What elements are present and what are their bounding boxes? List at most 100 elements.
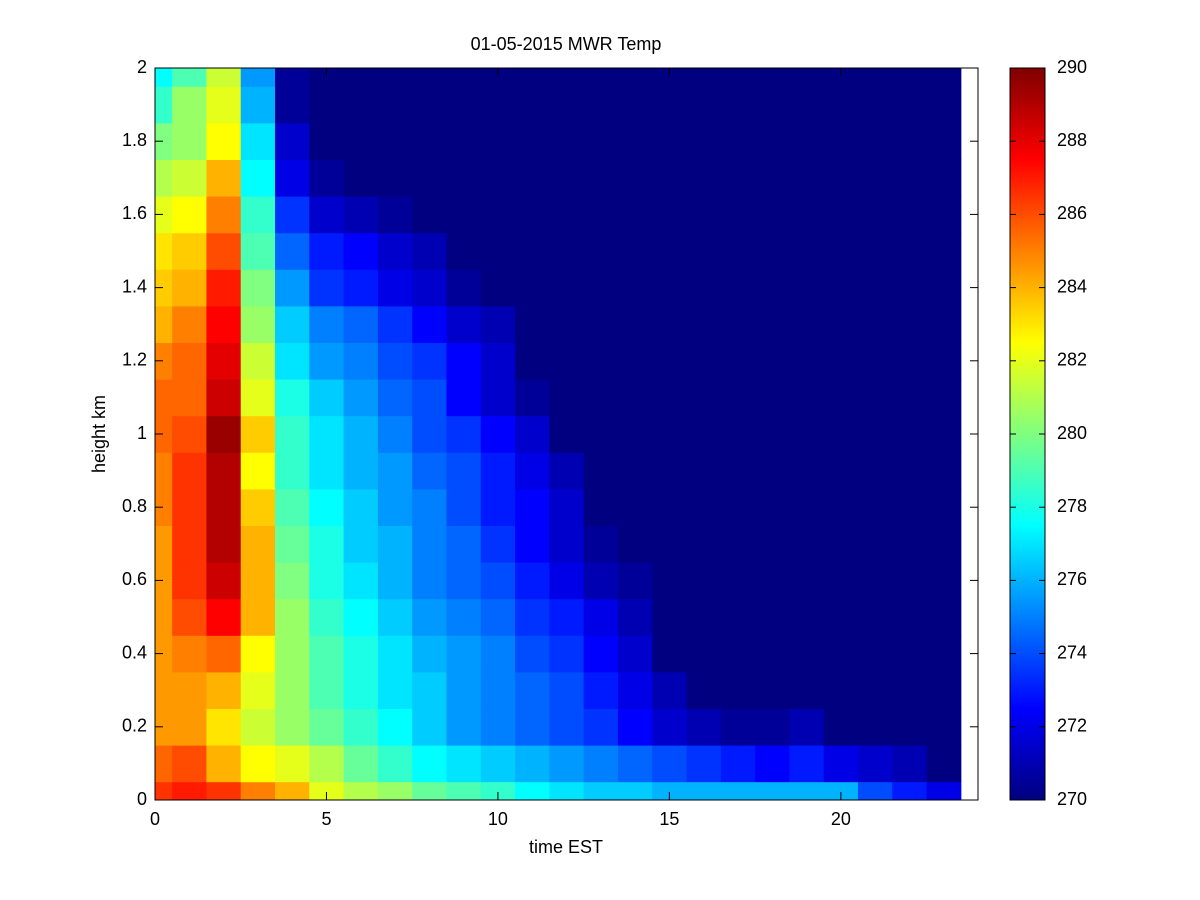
heatmap-cell	[720, 415, 756, 453]
heatmap-cell	[549, 745, 585, 783]
heatmap-cell	[652, 708, 688, 746]
heatmap-cell	[275, 708, 310, 746]
heatmap-cell	[720, 488, 756, 526]
heatmap-cell	[515, 86, 550, 124]
heatmap-cell	[686, 562, 722, 600]
heatmap-cell	[720, 196, 756, 234]
heatmap-cell	[412, 159, 447, 197]
heatmap-cell	[549, 159, 585, 197]
heatmap-cell	[480, 525, 516, 563]
heatmap-cell	[652, 305, 688, 343]
heatmap-cell	[377, 379, 413, 417]
heatmap-cell	[789, 68, 825, 87]
heatmap-cell	[343, 196, 379, 234]
heatmap-cell	[617, 745, 653, 783]
heatmap-cell	[755, 342, 790, 380]
heatmap-cell	[583, 379, 619, 417]
heatmap-cell	[446, 562, 482, 600]
heatmap-cell	[343, 452, 379, 490]
heatmap-cell	[720, 86, 756, 124]
heatmap-cell	[480, 635, 516, 673]
heatmap-cell	[789, 635, 825, 673]
heatmap-cell	[720, 452, 756, 490]
y-tick-label: 0.4	[122, 642, 147, 662]
heatmap-cell	[926, 86, 962, 124]
heatmap-cell	[617, 488, 653, 526]
heatmap-cell	[275, 159, 310, 197]
heatmap-cell	[789, 671, 825, 709]
heatmap-cell	[652, 781, 688, 801]
heatmap-cell	[926, 745, 962, 783]
heatmap-cell	[275, 122, 310, 160]
heatmap-cell	[446, 159, 482, 197]
heatmap-cell	[240, 525, 276, 563]
heatmap-cell	[275, 68, 310, 87]
heatmap-cell	[755, 562, 790, 600]
heatmap-cell	[789, 342, 825, 380]
heatmap-cell	[480, 562, 516, 600]
heatmap-cell	[343, 68, 379, 87]
heatmap-cell	[720, 68, 756, 87]
heatmap-cell	[823, 598, 859, 636]
heatmap-cell	[309, 379, 345, 417]
heatmap-cell	[926, 562, 962, 600]
heatmap-cell	[275, 635, 310, 673]
heatmap-cell	[309, 781, 345, 801]
heatmap-cell	[172, 708, 207, 746]
y-tick-label: 0.6	[122, 569, 147, 589]
heatmap-cell	[343, 745, 379, 783]
heatmap-cell	[892, 232, 928, 270]
heatmap-cell	[309, 452, 345, 490]
heatmap-cell	[652, 745, 688, 783]
heatmap-cell	[652, 196, 688, 234]
heatmap-cell	[583, 86, 619, 124]
heatmap-cell	[755, 86, 790, 124]
heatmap-cell	[755, 232, 790, 270]
heatmap-cell	[515, 708, 550, 746]
heatmap-cell	[446, 379, 482, 417]
heatmap-cell	[275, 488, 310, 526]
heatmap-cell	[720, 781, 756, 801]
heatmap-cell	[480, 68, 516, 87]
heatmap-cell	[515, 159, 550, 197]
heatmap-cell	[309, 196, 345, 234]
heatmap-cell	[823, 68, 859, 87]
heatmap-cell	[720, 379, 756, 417]
heatmap-cell	[480, 305, 516, 343]
heatmap-cell	[343, 86, 379, 124]
heatmap-cell	[172, 452, 207, 490]
heatmap-cell	[926, 379, 962, 417]
heatmap-cell	[172, 745, 207, 783]
heatmap-cell	[155, 68, 173, 87]
heatmap-cell	[412, 488, 447, 526]
heatmap-cell	[155, 122, 173, 160]
heatmap-cell	[480, 745, 516, 783]
heatmap-cell	[686, 122, 722, 160]
heatmap-cell	[857, 415, 893, 453]
heatmap-cell	[515, 562, 550, 600]
heatmap-cell	[206, 196, 242, 234]
heatmap-cell	[240, 342, 276, 380]
heatmap-cell	[789, 415, 825, 453]
colorbar-tick-label: 286	[1057, 203, 1087, 223]
heatmap-cell	[515, 488, 550, 526]
heatmap-cell	[275, 452, 310, 490]
heatmap-cell	[926, 415, 962, 453]
heatmap-cell	[172, 305, 207, 343]
heatmap-cell	[789, 708, 825, 746]
heatmap-cell	[720, 305, 756, 343]
colorbar-tick-label: 276	[1057, 569, 1087, 589]
heatmap-cell	[206, 708, 242, 746]
heatmap-cell	[206, 598, 242, 636]
heatmap-cell	[823, 379, 859, 417]
heatmap-cell	[412, 305, 447, 343]
heatmap-cell	[583, 745, 619, 783]
heatmap-cell	[652, 342, 688, 380]
heatmap-cell	[206, 671, 242, 709]
heatmap-cell	[583, 342, 619, 380]
heatmap-cell	[857, 671, 893, 709]
heatmap-cell	[172, 122, 207, 160]
heatmap-cell	[652, 379, 688, 417]
heatmap-cell	[275, 342, 310, 380]
heatmap-cell	[926, 342, 962, 380]
